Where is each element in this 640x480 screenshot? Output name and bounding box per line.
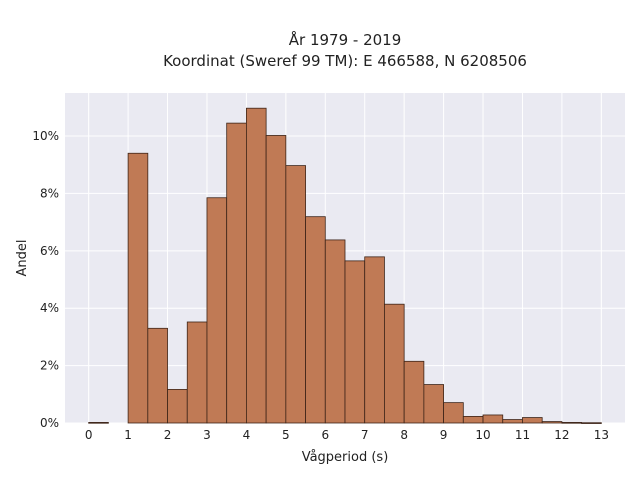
histogram-bar (265, 135, 287, 424)
histogram-bar (127, 152, 149, 424)
histogram-bar (324, 239, 346, 424)
histogram-bar (344, 260, 366, 424)
x-axis-label: Vågperiod (s) (302, 450, 389, 465)
bars-group (88, 107, 602, 424)
histogram-bar (305, 216, 326, 424)
chart-subtitle: Koordinat (Sweref 99 TM): E 466588, N 62… (163, 52, 527, 70)
x-tick-label: 2 (164, 428, 172, 442)
x-tick-label: 7 (361, 428, 369, 442)
x-tick-label: 3 (203, 428, 211, 442)
histogram-bar (561, 422, 583, 424)
y-tick-label: 0% (40, 416, 59, 430)
y-tick-label: 8% (40, 186, 59, 200)
histogram-bar (147, 327, 168, 424)
x-tick-label: 12 (554, 428, 569, 442)
histogram-bar (226, 122, 247, 424)
chart-title: År 1979 - 2019 (289, 30, 402, 49)
histogram-bar (88, 422, 109, 424)
histogram-bar (285, 165, 306, 424)
histogram-bar (246, 107, 267, 424)
histogram-bar (541, 421, 563, 424)
x-tick-label: 13 (594, 428, 609, 442)
x-tick-label: 1 (124, 428, 132, 442)
histogram-bar (364, 256, 385, 424)
x-tick-label: 8 (400, 428, 408, 442)
x-tick-label: 6 (321, 428, 329, 442)
x-tick-label: 4 (243, 428, 251, 442)
y-tick-label: 4% (40, 301, 59, 315)
y-tick-label: 6% (40, 244, 59, 258)
histogram-bar (423, 384, 444, 424)
histogram-bar (186, 321, 208, 424)
x-tick-label: 11 (515, 428, 530, 442)
histogram-bar (167, 389, 188, 424)
x-tick-label: 0 (85, 428, 93, 442)
histogram-bar (522, 417, 543, 424)
histogram-bar (403, 360, 425, 424)
histogram-bar (482, 414, 504, 424)
y-tick-label: 10% (32, 129, 59, 143)
histogram-bar (581, 422, 602, 424)
histogram-bar (443, 402, 464, 424)
x-tick-label: 9 (440, 428, 448, 442)
histogram-bar (462, 415, 484, 424)
y-tick-labels: 0% 2% 4% 6% 8% 10% (32, 129, 59, 430)
histogram-bar (502, 419, 523, 424)
histogram-bar (206, 197, 228, 424)
y-axis-label: Andel (15, 240, 30, 277)
x-tick-labels: 0 1 2 3 4 5 6 7 8 9 10 11 12 13 (85, 428, 609, 442)
y-tick-label: 2% (40, 359, 59, 373)
x-tick-label: 5 (282, 428, 290, 442)
histogram-bar (384, 303, 405, 424)
x-tick-label: 10 (475, 428, 490, 442)
